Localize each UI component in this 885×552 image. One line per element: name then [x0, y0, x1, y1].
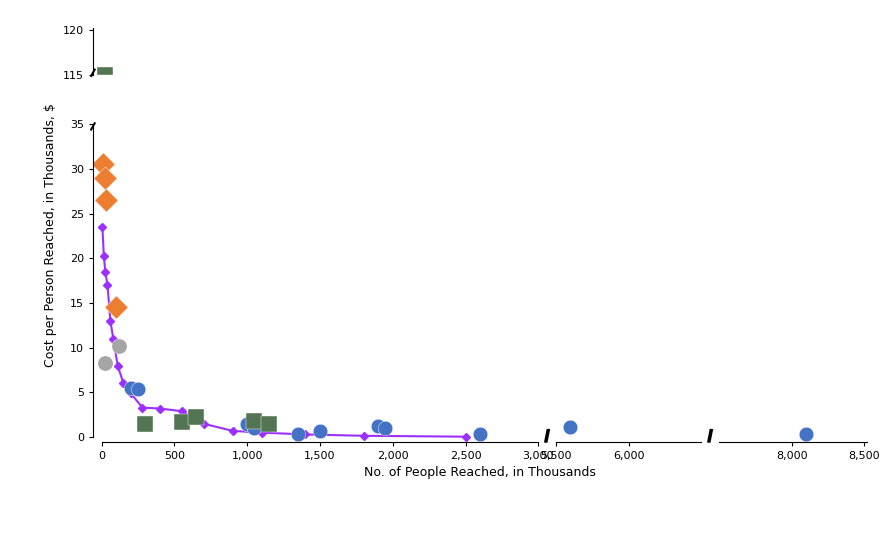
Point — [563, 423, 577, 432]
Point — [138, 420, 152, 428]
Point — [99, 196, 113, 205]
Point — [291, 430, 305, 439]
Point — [124, 384, 138, 392]
X-axis label: No. of People Reached, in Thousands: No. of People Reached, in Thousands — [364, 466, 596, 479]
Point — [371, 422, 385, 431]
Point — [97, 71, 112, 79]
Point — [97, 358, 112, 367]
Point — [313, 427, 327, 436]
Point — [174, 417, 189, 426]
Point — [473, 429, 487, 438]
Point — [189, 413, 204, 422]
Bar — [93, 75, 867, 124]
Y-axis label: Cost per Person Reached, in Thousands, $: Cost per Person Reached, in Thousands, $ — [44, 103, 58, 367]
Point — [248, 424, 262, 433]
Point — [96, 160, 111, 169]
Point — [112, 342, 127, 351]
Point — [131, 384, 145, 393]
Point — [240, 420, 254, 428]
Point — [109, 303, 123, 312]
Point — [799, 429, 813, 438]
Bar — [538, 28, 556, 442]
Point — [248, 417, 262, 426]
Bar — [701, 28, 719, 442]
Point — [262, 420, 276, 428]
Point — [97, 173, 112, 182]
Point — [379, 424, 393, 433]
